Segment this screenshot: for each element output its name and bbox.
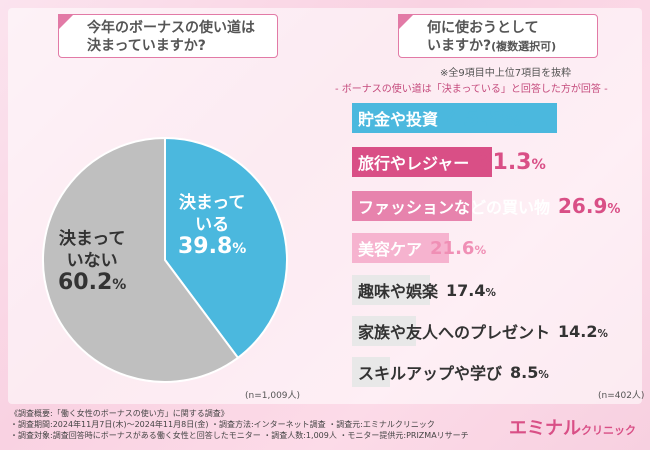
bar-label-travel: 旅行やレジャー <box>358 154 470 173</box>
question-1-box: 今年のボーナスの使い道は 決まっていますか? <box>57 13 278 58</box>
bar-value-beauty: 21.6% <box>430 237 487 259</box>
bar-label-hobby: 趣味や娯楽 <box>358 282 439 301</box>
bar-label-beauty: 美容ケア <box>358 240 423 259</box>
undecided-label-line1: 決まって <box>58 229 126 249</box>
bar-savings <box>352 103 557 133</box>
bar-gift <box>352 316 416 346</box>
bar-row-shopping: ファッションなどの買い物 26.9% <box>352 191 620 221</box>
footer-line3: ・調査対象:調査回答時にボーナスがある働く女性と回答したモニター ・調査人数:1… <box>10 431 469 440</box>
decided-label-line1: 決まって <box>178 193 246 213</box>
undecided-percent-unit: % <box>112 277 127 293</box>
bar-travel <box>352 147 493 177</box>
bar-row-skill: スキルアップや学び 8.5% <box>352 357 549 387</box>
bar-value-skill: 8.5% <box>510 362 549 382</box>
decided-percent-unit: % <box>232 241 247 257</box>
question-1-line2: 決まっていますか? <box>87 38 206 54</box>
brand-sub: クリニック <box>581 424 636 437</box>
pie-svg <box>42 136 288 383</box>
bar-value-hobby: 17.4% <box>446 280 496 300</box>
footer-line2: ・調査期間:2024年11月7日(木)〜2024年11月8日(金) ・調査方法:… <box>10 420 435 429</box>
bar-value-shopping: 26.9% <box>558 194 621 218</box>
bar-value-travel: 31.3% <box>477 149 546 175</box>
bar-label-skill: スキルアップや学び <box>358 364 503 383</box>
pie-sample-size: (n=1,009人) <box>245 391 301 401</box>
pie-label-decided: 決まって いる 39.8% <box>178 192 246 260</box>
undecided-label-line2: いない <box>66 251 118 271</box>
pie-label-undecided: 決まって いない 60.2% <box>58 228 126 296</box>
bar-row-beauty: 美容ケア 21.6% <box>352 233 486 263</box>
pie-slice-undecided <box>42 136 240 383</box>
survey-footer: 《調査概要:「働く女性のボーナスの使い方」に関する調査》 ・調査期間:2024年… <box>10 408 469 441</box>
pie-slice-decided <box>164 136 288 360</box>
question-2-line2: いますか? <box>427 38 492 54</box>
brand-logo: エミナルクリニック <box>509 414 636 440</box>
question-2-line1: 何に使おうとして <box>427 20 539 36</box>
bar-row-gift: 家族や友人へのプレゼント 14.2% <box>352 316 608 346</box>
bar-row-hobby: 趣味や娯楽 17.4% <box>352 275 496 305</box>
bar-row-savings: 貯金や投資 45.8% <box>352 103 557 133</box>
decided-label-line2: いる <box>195 215 230 235</box>
bar-row-travel: 旅行やレジャー 31.3% <box>352 147 546 177</box>
bar-hobby <box>352 275 430 305</box>
brand-main: エミナル <box>509 418 581 439</box>
bar-beauty <box>352 233 449 263</box>
pie-chart <box>40 135 290 389</box>
excerpt-note: ※全9項目中上位7項目を抜粋 <box>440 68 572 79</box>
undecided-percent: 60.2 <box>58 270 113 295</box>
bar-label-gift: 家族や友人へのプレゼント <box>358 323 551 342</box>
decided-percent: 39.8 <box>178 234 233 259</box>
bar-shopping <box>352 191 473 221</box>
bar-sample-size: (n=402人) <box>598 391 645 401</box>
bar-label-shopping: ファッションなどの買い物 <box>358 198 551 217</box>
footer-line1: 《調査概要:「働く女性のボーナスの使い方」に関する調査》 <box>10 409 229 418</box>
bar-value-savings: 45.8% <box>446 104 521 132</box>
question-1-line1: 今年のボーナスの使い道は <box>87 20 255 36</box>
respondent-note: - ボーナスの使い道は「決まっている」と回答した方が回答 - <box>335 84 608 95</box>
question-2-box: 何に使おうとして いますか?(複数選択可) <box>397 13 598 58</box>
bar-value-gift: 14.2% <box>558 321 608 341</box>
bar-skill <box>352 357 391 387</box>
bar-label-savings: 貯金や投資 <box>358 110 439 129</box>
question-2-multi-select: (複数選択可) <box>491 40 557 53</box>
